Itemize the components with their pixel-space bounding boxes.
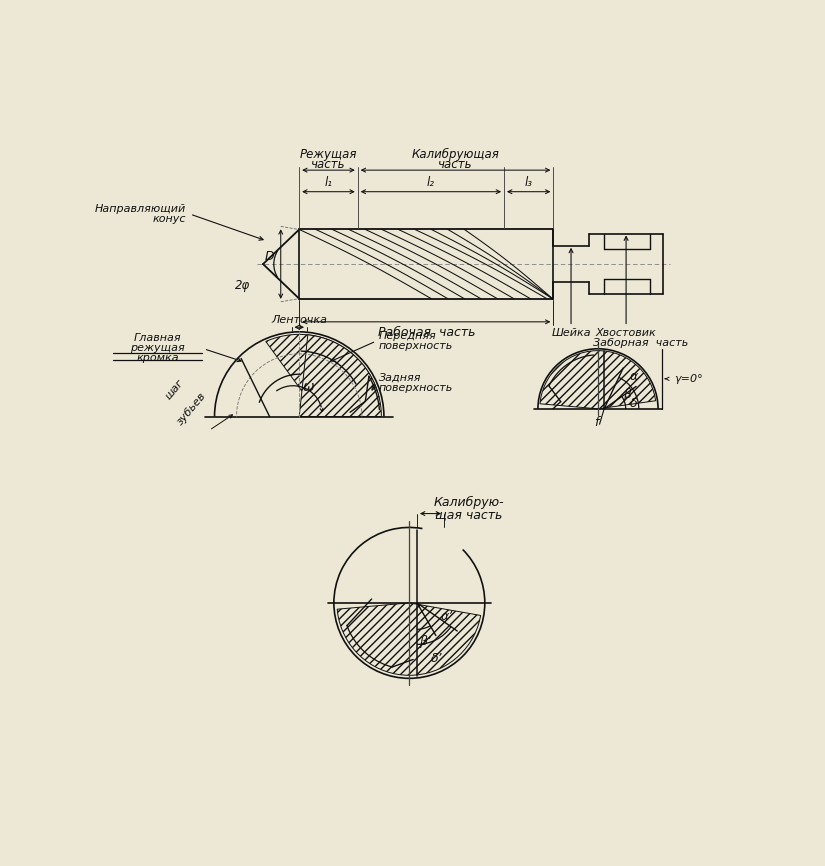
Text: δ: δ bbox=[629, 397, 637, 410]
Text: щая часть: щая часть bbox=[435, 507, 502, 520]
Text: δ’: δ’ bbox=[431, 652, 442, 665]
Text: α’: α’ bbox=[441, 611, 452, 624]
Text: часть: часть bbox=[311, 158, 346, 171]
Text: режущая: режущая bbox=[130, 343, 185, 353]
Text: поверхность: поверхность bbox=[379, 340, 453, 351]
Text: Хвостовик: Хвостовик bbox=[596, 327, 657, 338]
Text: Шейка: Шейка bbox=[551, 327, 591, 338]
Text: 2φ: 2φ bbox=[234, 279, 250, 292]
Polygon shape bbox=[540, 351, 656, 409]
Text: β: β bbox=[623, 389, 631, 402]
Polygon shape bbox=[337, 603, 481, 675]
Text: Направляющий: Направляющий bbox=[95, 204, 186, 214]
Text: α: α bbox=[629, 370, 638, 383]
Text: Калибрую-: Калибрую- bbox=[433, 496, 504, 509]
Text: ω: ω bbox=[303, 380, 314, 394]
Text: l₁: l₁ bbox=[324, 176, 332, 189]
Text: зубьев: зубьев bbox=[175, 391, 208, 427]
Text: Главная: Главная bbox=[134, 333, 182, 343]
Text: Заборная  часть: Заборная часть bbox=[592, 339, 688, 348]
Text: поверхность: поверхность bbox=[379, 383, 453, 393]
Text: β’: β’ bbox=[419, 635, 431, 648]
Text: Передняя: Передняя bbox=[379, 331, 436, 340]
Text: часть: часть bbox=[438, 158, 473, 171]
Text: γ=0°: γ=0° bbox=[675, 374, 703, 384]
Text: f: f bbox=[594, 417, 599, 430]
Text: Режущая: Режущая bbox=[299, 148, 357, 161]
Text: шаг: шаг bbox=[163, 378, 186, 402]
Text: конус: конус bbox=[153, 214, 186, 223]
Text: l₂: l₂ bbox=[427, 176, 435, 189]
Text: Рабочая  часть: Рабочая часть bbox=[378, 326, 475, 339]
Text: Ленточка: Ленточка bbox=[271, 314, 328, 325]
Text: Калибрующая: Калибрующая bbox=[412, 148, 499, 161]
Text: Задняя: Задняя bbox=[379, 373, 421, 383]
Text: D: D bbox=[264, 250, 274, 263]
Text: кромка: кромка bbox=[136, 353, 179, 363]
Polygon shape bbox=[299, 335, 381, 417]
Polygon shape bbox=[266, 334, 380, 417]
Text: l₃: l₃ bbox=[525, 176, 533, 189]
